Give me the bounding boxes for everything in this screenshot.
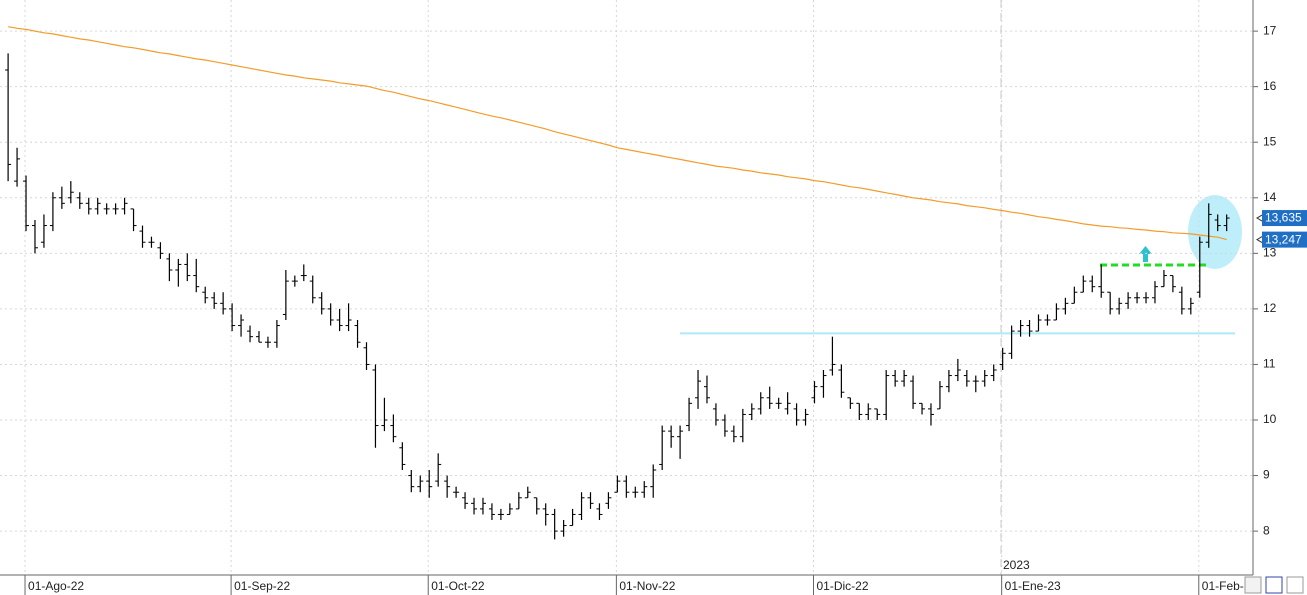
price-label: 13,247 [1265, 232, 1302, 246]
year-label: 2023 [1003, 558, 1030, 572]
x-tick-label: 01-Ago-22 [28, 579, 84, 593]
x-tick-label: 01-Ene-23 [1005, 579, 1061, 593]
x-tick-label: 01-Feb- [1202, 579, 1244, 593]
price-label-box [1262, 231, 1307, 248]
y-tick-label: 13 [1263, 246, 1277, 260]
y-tick-label: 10 [1263, 412, 1277, 426]
x-tick-label: 01-Sep-22 [234, 579, 290, 593]
price-label-box [1262, 210, 1307, 227]
y-tick-label: 8 [1263, 523, 1270, 537]
y-tick-label: 14 [1263, 190, 1277, 204]
y-tick-label: 17 [1263, 23, 1277, 37]
price-pointer [1256, 214, 1263, 222]
price-pointer [1256, 236, 1263, 244]
y-tick-label: 9 [1263, 468, 1270, 482]
price-label: 13,635 [1265, 211, 1302, 225]
x-tick-label: 01-Oct-22 [431, 579, 485, 593]
toolbar-button[interactable] [1244, 576, 1262, 594]
y-tick-label: 12 [1263, 301, 1277, 315]
x-tick-label: 01-Nov-22 [619, 579, 675, 593]
up-arrow [1139, 246, 1152, 262]
x-tick-label: 01-Dic-22 [817, 579, 869, 593]
y-tick-label: 15 [1263, 134, 1277, 148]
y-tick-label: 16 [1263, 79, 1277, 93]
moving-average [7, 26, 1227, 241]
highlight-ellipse [1188, 195, 1242, 269]
settings-button[interactable] [1286, 576, 1304, 594]
y-tick-label: 11 [1263, 357, 1276, 371]
save-button[interactable] [1265, 576, 1283, 594]
